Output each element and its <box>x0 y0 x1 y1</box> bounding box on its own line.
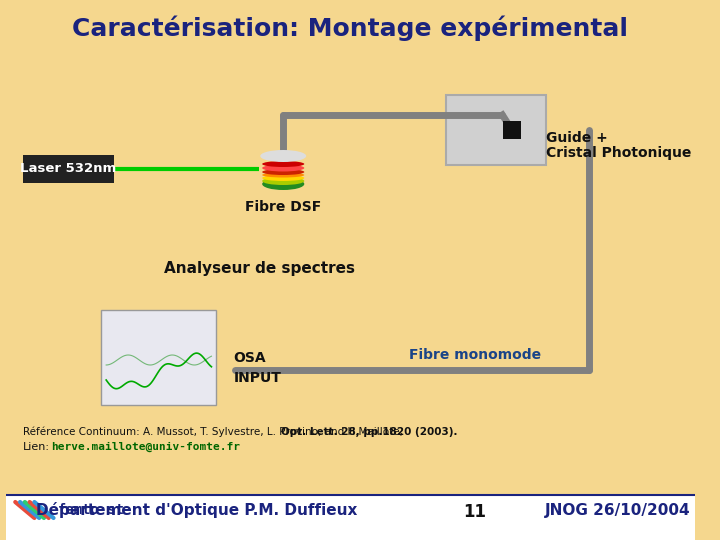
Text: herve.maillote@univ-fomte.fr: herve.maillote@univ-fomte.fr <box>52 442 240 452</box>
Bar <box>503 121 521 139</box>
Text: Fibre monomode: Fibre monomode <box>408 348 541 362</box>
Ellipse shape <box>262 177 305 185</box>
FancyBboxPatch shape <box>23 155 114 183</box>
Text: INPUT: INPUT <box>233 371 282 385</box>
FancyBboxPatch shape <box>102 310 216 405</box>
Text: 11: 11 <box>463 503 486 521</box>
Ellipse shape <box>262 175 305 181</box>
Text: Caractérisation: Montage expérimental: Caractérisation: Montage expérimental <box>72 15 629 40</box>
Text: OSA: OSA <box>233 351 266 365</box>
Text: femto·st: femto·st <box>58 503 125 517</box>
Text: Guide +: Guide + <box>546 131 608 145</box>
Ellipse shape <box>262 178 305 190</box>
Bar <box>6 495 695 540</box>
Text: Laser 532nm: Laser 532nm <box>19 163 116 176</box>
Text: Opt. Lett. 28, pp.1820 (2003).: Opt. Lett. 28, pp.1820 (2003). <box>282 427 458 437</box>
Ellipse shape <box>262 161 305 167</box>
Text: Référence Continuum: A. Mussot, T. Sylvestre, L. Provino, and H.Maillote,: Référence Continuum: A. Mussot, T. Sylve… <box>23 427 406 437</box>
Ellipse shape <box>260 150 306 162</box>
Text: JNOG 26/10/2004: JNOG 26/10/2004 <box>545 503 691 517</box>
Text: Département d'Optique P.M. Duffieux: Département d'Optique P.M. Duffieux <box>37 502 358 518</box>
Text: Lien:: Lien: <box>23 442 50 452</box>
Text: Analyseur de spectres: Analyseur de spectres <box>163 260 354 275</box>
Text: Cristal Photonique: Cristal Photonique <box>546 146 692 160</box>
Ellipse shape <box>262 169 305 175</box>
Ellipse shape <box>262 172 305 178</box>
Text: Fibre DSF: Fibre DSF <box>245 200 321 214</box>
FancyBboxPatch shape <box>446 95 546 165</box>
Ellipse shape <box>262 165 305 172</box>
